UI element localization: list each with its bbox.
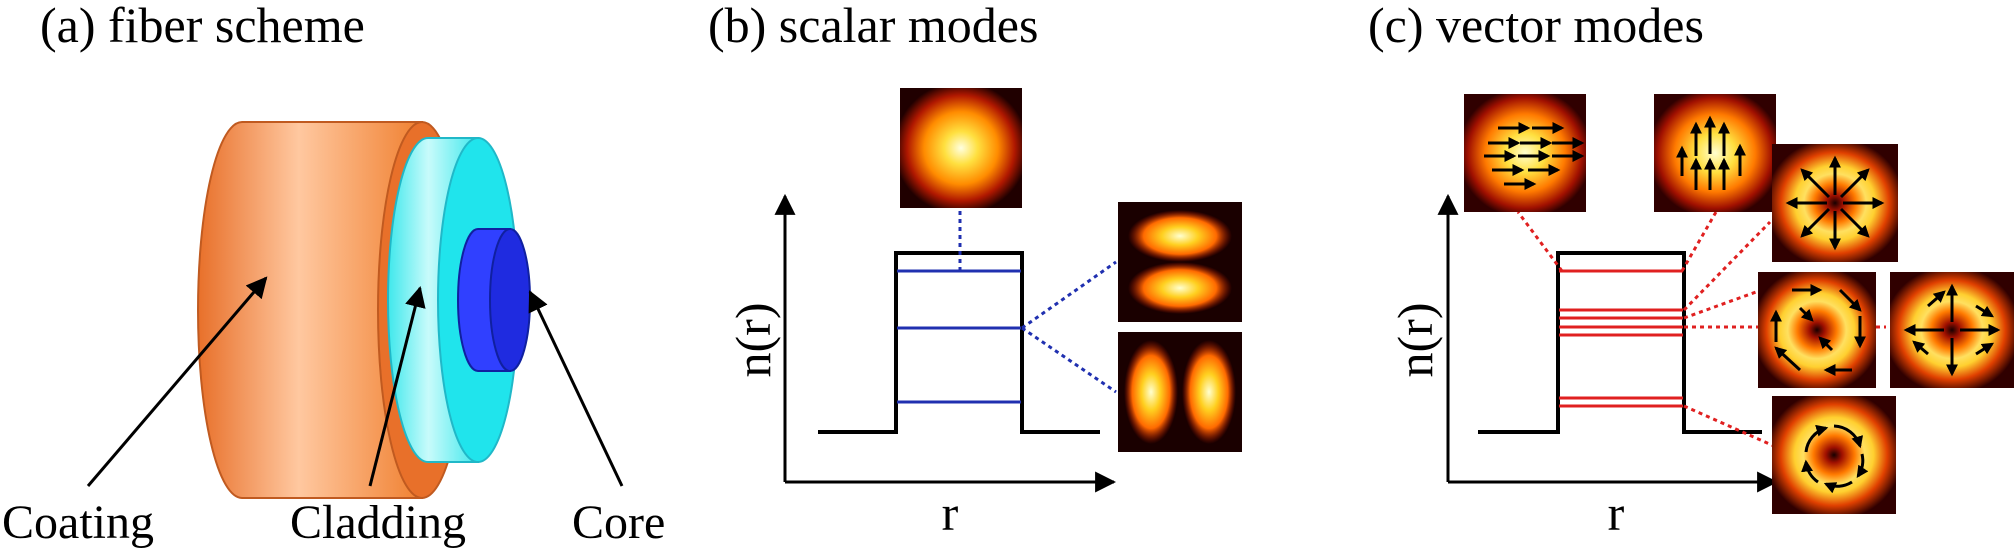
- y-axis-label: n(r): [725, 303, 781, 378]
- mode-image-vertical-lobes: [1118, 332, 1242, 452]
- panel-b: (b) scalar modes n(r) r: [708, 0, 1242, 541]
- index-profile: [1478, 251, 1762, 434]
- mode-image-hybrid-a: [1758, 272, 1876, 388]
- core-cylinder: [457, 228, 531, 372]
- coating-pointer: [86, 276, 268, 487]
- mode-image-azimuthal: [1772, 396, 1896, 514]
- mode-image-he-vertical: [1654, 94, 1776, 212]
- panel-a: (a) fiber scheme Coating Cladding Core: [2, 0, 665, 549]
- panel-c-title: (c) vector modes: [1368, 0, 1704, 53]
- index-profile: [818, 251, 1100, 434]
- mode-image-horizontal-lobes: [1118, 202, 1242, 322]
- connector: [1021, 326, 1117, 394]
- connector: [1021, 260, 1117, 330]
- x-axis-label: r: [1608, 485, 1625, 541]
- core-label: Core: [572, 496, 665, 549]
- panel-a-title: (a) fiber scheme: [40, 0, 365, 53]
- mode-levels: [1559, 269, 1683, 408]
- mode-image-hybrid-b: [1890, 272, 2014, 388]
- cladding-label: Cladding: [290, 496, 466, 549]
- panel-c: (c) vector modes n(r) r: [1368, 0, 2014, 541]
- core-pointer: [528, 290, 624, 487]
- cladding-pointer: [368, 285, 426, 487]
- panel-b-title: (b) scalar modes: [708, 0, 1038, 53]
- y-axis-label: n(r): [1387, 303, 1443, 378]
- mode-image-radial: [1772, 144, 1898, 262]
- x-axis-label: r: [942, 485, 959, 541]
- coating-label: Coating: [2, 496, 154, 549]
- mode-image-fundamental: [900, 88, 1022, 208]
- mode-image-he-horizontal: [1464, 94, 1586, 212]
